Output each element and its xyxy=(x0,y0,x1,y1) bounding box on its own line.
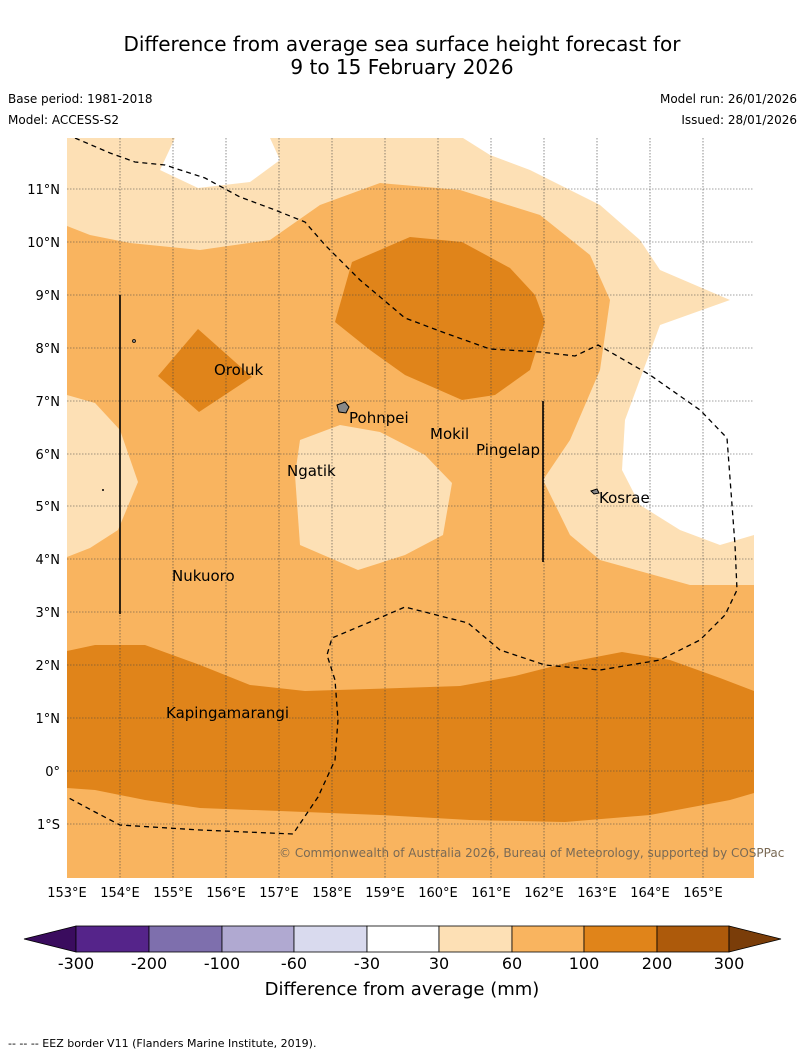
lat-label: 4°N xyxy=(36,553,61,568)
lat-label: 9°N xyxy=(36,289,61,304)
eez-note: -- -- -- EEZ border V11 (Flanders Marine… xyxy=(8,1037,316,1050)
colorbar-tick: 200 xyxy=(642,954,673,973)
lon-label: 158°E xyxy=(312,886,352,901)
neutral-north xyxy=(160,138,280,188)
colorbar-segment xyxy=(148,925,223,953)
colorbar-tick: -100 xyxy=(204,954,240,973)
lon-label: 162°E xyxy=(524,886,564,901)
place-nukuoro: Nukuoro xyxy=(172,567,235,585)
lat-label: 7°N xyxy=(36,395,61,410)
lon-label: 154°E xyxy=(100,886,140,901)
lat-label: 5°N xyxy=(36,500,61,515)
colorbar-segment xyxy=(511,925,585,953)
map-title-line1: Difference from average sea surface heig… xyxy=(123,32,681,56)
model-name: Model: ACCESS-S2 xyxy=(8,113,120,127)
island-small-1 xyxy=(132,339,136,343)
lat-label: 1°S xyxy=(37,818,60,833)
place-oroluk: Oroluk xyxy=(214,361,263,379)
place-kapingamarangi: Kapingamarangi xyxy=(166,704,289,722)
place-pingelap: Pingelap xyxy=(476,441,540,459)
model-run: Model run: 26/01/2026 xyxy=(659,92,797,106)
place-pohnpei: Pohnpei xyxy=(349,409,409,427)
colorbar-segment xyxy=(221,925,295,953)
colorbar-segment xyxy=(366,925,440,953)
colorbar-tick: -200 xyxy=(131,954,167,973)
lat-label: 1°N xyxy=(36,712,61,727)
longitude-axis: 153°E 154°E 155°E 156°E 157°E 158°E 159°… xyxy=(47,886,723,901)
lon-label: 163°E xyxy=(577,886,617,901)
neutral-east xyxy=(622,300,754,545)
island-kosrae xyxy=(590,488,600,495)
lat-label: 3°N xyxy=(36,606,61,621)
colorbar-segment xyxy=(438,925,513,953)
band-30-60-north-east xyxy=(67,138,754,585)
lat-label: 10°N xyxy=(27,236,60,251)
sea-level-map xyxy=(67,138,754,878)
lat-label: 2°N xyxy=(36,659,61,674)
band-100-200-north xyxy=(335,237,545,400)
lat-label: 8°N xyxy=(36,342,61,357)
lat-label: 6°N xyxy=(36,448,61,463)
lon-label: 157°E xyxy=(259,886,299,901)
lon-label: 155°E xyxy=(153,886,193,901)
colorbar-extend-low xyxy=(23,925,77,953)
colorbar-segment xyxy=(293,925,368,953)
colorbar-tick: 30 xyxy=(429,954,449,973)
neutral-north-east xyxy=(463,138,754,300)
colorbar-label: Difference from average (mm) xyxy=(265,979,540,1000)
copyright: © Commonwealth of Australia 2026, Bureau… xyxy=(279,846,784,860)
colorbar-tick: 100 xyxy=(569,954,600,973)
base-period: Base period: 1981-2018 xyxy=(8,92,153,106)
lon-label: 156°E xyxy=(206,886,246,901)
map-title-line2: 9 to 15 February 2026 xyxy=(290,55,514,79)
lon-label: 161°E xyxy=(471,886,511,901)
band-30-60-central xyxy=(295,425,452,570)
issued-date: Issued: 28/01/2026 xyxy=(681,113,797,127)
lon-label: 159°E xyxy=(365,886,405,901)
lon-label: 164°E xyxy=(630,886,670,901)
lat-label: 11°N xyxy=(27,183,60,198)
colorbar-tick: 60 xyxy=(502,954,522,973)
lat-label: 0° xyxy=(45,765,60,780)
band-100-200-equator xyxy=(67,645,754,822)
colorbar-segment xyxy=(75,925,150,953)
lon-label: 153°E xyxy=(47,886,87,901)
band-100-200-oroluk xyxy=(158,329,252,412)
island-small-2 xyxy=(102,489,104,491)
place-mokil: Mokil xyxy=(430,425,469,443)
colorbar-tick: -300 xyxy=(58,954,94,973)
place-ngatik: Ngatik xyxy=(287,462,336,480)
colorbar-segment xyxy=(656,925,730,953)
lat-lon-grid xyxy=(67,138,754,878)
latitude-axis: 11°N 10°N 9°N 8°N 7°N 6°N 5°N 4°N 3°N 2°… xyxy=(27,183,60,833)
colorbar-tick: -30 xyxy=(354,954,380,973)
lon-label: 165°E xyxy=(683,886,723,901)
colorbar-tick: -60 xyxy=(281,954,307,973)
colorbar-extend-high xyxy=(728,925,782,953)
lon-label: 160°E xyxy=(418,886,458,901)
place-kosrae: Kosrae xyxy=(599,489,650,507)
colorbar-segment xyxy=(583,925,658,953)
colorbar: -300 -200 -100 -60 -30 30 60 100 200 300… xyxy=(23,925,782,1000)
colorbar-tick: 300 xyxy=(714,954,745,973)
island-pohnpei xyxy=(336,401,350,414)
eez-border xyxy=(67,138,738,835)
